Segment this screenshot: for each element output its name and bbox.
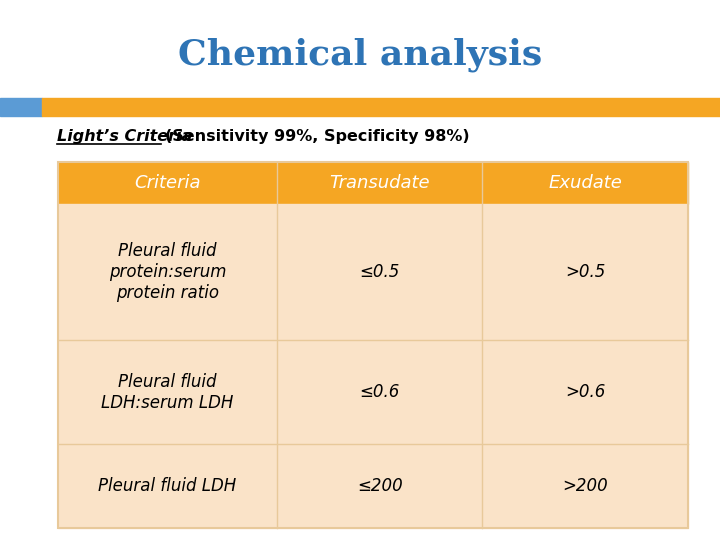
Bar: [58, 204, 277, 340]
Bar: [482, 204, 688, 340]
Text: Pleural fluid
protein:serum
protein ratio: Pleural fluid protein:serum protein rati…: [109, 242, 226, 302]
Bar: [42, 98, 720, 116]
Text: Exudate: Exudate: [548, 174, 622, 192]
Text: >0.5: >0.5: [564, 263, 606, 281]
Text: (Sensitivity 99%, Specificity 98%): (Sensitivity 99%, Specificity 98%): [165, 130, 469, 145]
Bar: [482, 444, 688, 528]
Bar: [58, 444, 277, 528]
Bar: [277, 204, 482, 340]
Text: >200: >200: [562, 477, 608, 495]
Bar: [0, 98, 42, 116]
Bar: [277, 162, 482, 204]
Text: ≤0.5: ≤0.5: [359, 263, 400, 281]
Text: ≤0.6: ≤0.6: [359, 383, 400, 401]
Bar: [482, 162, 688, 204]
Bar: [58, 162, 688, 528]
Bar: [58, 340, 277, 444]
Text: >0.6: >0.6: [564, 383, 606, 401]
Text: Transudate: Transudate: [330, 174, 430, 192]
Text: Chemical analysis: Chemical analysis: [178, 38, 542, 72]
Text: Light’s Criteria: Light’s Criteria: [57, 130, 198, 145]
Bar: [58, 162, 277, 204]
Bar: [482, 340, 688, 444]
Text: ≤200: ≤200: [357, 477, 402, 495]
Text: Pleural fluid
LDH:serum LDH: Pleural fluid LDH:serum LDH: [102, 373, 233, 411]
Text: Pleural fluid LDH: Pleural fluid LDH: [98, 477, 237, 495]
Bar: [277, 444, 482, 528]
Text: Criteria: Criteria: [134, 174, 201, 192]
Bar: [277, 340, 482, 444]
